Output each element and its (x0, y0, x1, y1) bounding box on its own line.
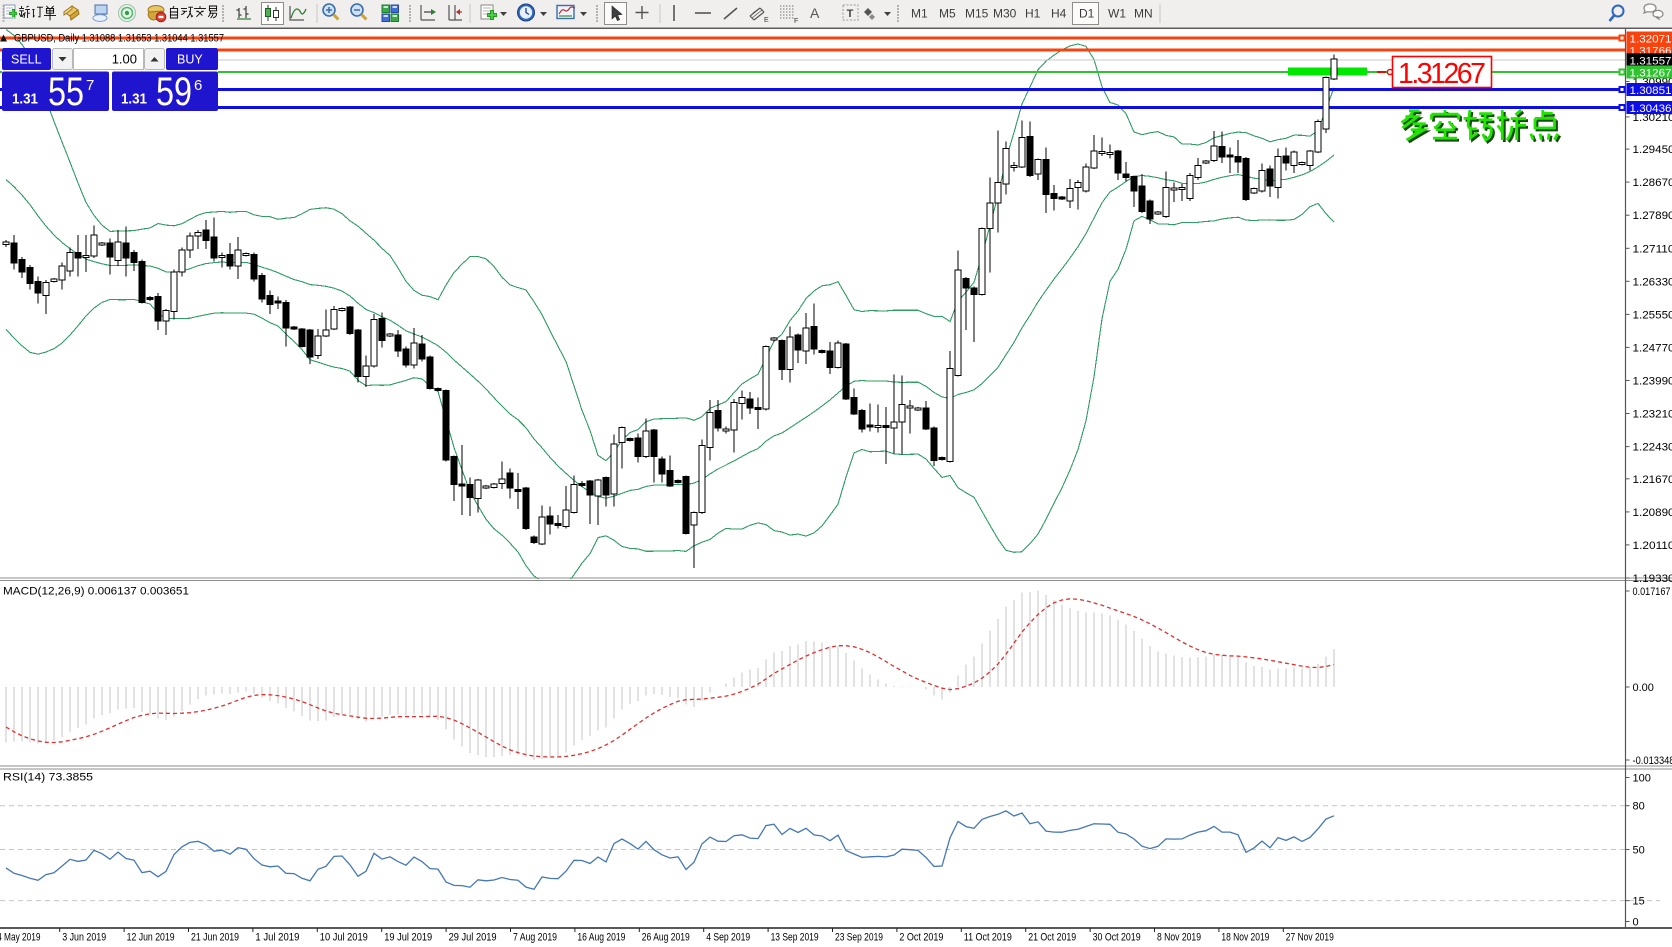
svg-text:1.23990: 1.23990 (1633, 376, 1672, 388)
svg-text:1.31267: 1.31267 (1398, 58, 1486, 90)
svg-text:H4: H4 (1051, 7, 1067, 21)
svg-text:E: E (764, 17, 769, 24)
svg-text:21 Oct 2019: 21 Oct 2019 (1028, 932, 1076, 944)
svg-text:SELL: SELL (11, 53, 42, 67)
svg-text:2 Oct 2019: 2 Oct 2019 (899, 932, 943, 944)
svg-text:0.00: 0.00 (1633, 682, 1654, 694)
svg-text:4 Sep 2019: 4 Sep 2019 (706, 932, 750, 944)
svg-text:1.30210: 1.30210 (1633, 112, 1672, 124)
svg-text:T: T (847, 8, 854, 20)
svg-text:0: 0 (1633, 917, 1639, 929)
svg-text:7 Aug 2019: 7 Aug 2019 (513, 932, 557, 944)
svg-text:1.32071: 1.32071 (1630, 34, 1672, 46)
svg-text:-0.013348: -0.013348 (1633, 755, 1672, 767)
svg-text:0.017167: 0.017167 (1633, 586, 1671, 598)
svg-text:26 Aug 2019: 26 Aug 2019 (642, 932, 690, 944)
svg-text:1.29450: 1.29450 (1633, 144, 1672, 156)
svg-text:29 Jul 2019: 29 Jul 2019 (449, 932, 497, 944)
svg-text:1.20890: 1.20890 (1633, 507, 1672, 519)
svg-text:1.20110: 1.20110 (1633, 540, 1672, 552)
svg-text:1.31: 1.31 (121, 92, 147, 108)
svg-text:27 Nov 2019: 27 Nov 2019 (1286, 932, 1334, 944)
svg-text:W1: W1 (1108, 7, 1126, 21)
svg-text:MN: MN (1134, 7, 1153, 21)
svg-text:7: 7 (86, 77, 94, 94)
svg-text:30 Oct 2019: 30 Oct 2019 (1093, 932, 1141, 944)
svg-text:F: F (794, 18, 798, 25)
svg-text:1.26330: 1.26330 (1633, 276, 1672, 288)
svg-text:1.31: 1.31 (12, 92, 38, 108)
svg-text:M1: M1 (911, 7, 928, 21)
svg-text:12 Jun 2019: 12 Jun 2019 (127, 932, 175, 944)
svg-text:1.31557: 1.31557 (1630, 55, 1672, 67)
svg-text:24 May 2019: 24 May 2019 (0, 932, 41, 944)
svg-text:M15: M15 (965, 7, 989, 21)
svg-text:1.27110: 1.27110 (1633, 243, 1672, 255)
svg-text:3 Jun 2019: 3 Jun 2019 (62, 932, 106, 944)
svg-text:A: A (810, 5, 820, 21)
svg-text:59: 59 (156, 70, 192, 114)
svg-text:80: 80 (1633, 801, 1645, 813)
svg-text:1.22430: 1.22430 (1633, 442, 1672, 454)
svg-text:M5: M5 (939, 7, 956, 21)
svg-text:1.23210: 1.23210 (1633, 409, 1672, 421)
svg-text:8 Nov 2019: 8 Nov 2019 (1157, 932, 1201, 944)
svg-text:BUY: BUY (177, 53, 203, 67)
svg-text:1.24770: 1.24770 (1633, 342, 1672, 354)
svg-text:1.31267: 1.31267 (1630, 68, 1672, 80)
svg-text:11 Oct 2019: 11 Oct 2019 (964, 932, 1012, 944)
svg-text:M30: M30 (993, 7, 1017, 21)
svg-text:55: 55 (48, 70, 84, 114)
svg-text:6: 6 (194, 77, 202, 94)
svg-text:GBPUSD, Daily 1.31088 1.31653: GBPUSD, Daily 1.31088 1.31653 1.31044 1.… (14, 33, 224, 45)
svg-text:1.21670: 1.21670 (1633, 474, 1672, 486)
svg-text:16 Aug 2019: 16 Aug 2019 (577, 932, 625, 944)
svg-text:RSI(14) 73.3855: RSI(14) 73.3855 (3, 772, 93, 784)
svg-text:1.25550: 1.25550 (1633, 309, 1672, 321)
svg-text:50: 50 (1633, 845, 1645, 857)
svg-text:1.27890: 1.27890 (1633, 210, 1672, 222)
svg-text:1.00: 1.00 (112, 52, 137, 67)
svg-text:1.30851: 1.30851 (1630, 85, 1672, 97)
svg-text:15: 15 (1633, 896, 1645, 908)
svg-text:10 Jul 2019: 10 Jul 2019 (320, 932, 368, 944)
svg-text:23 Sep 2019: 23 Sep 2019 (835, 932, 883, 944)
svg-text:1 Jul 2019: 1 Jul 2019 (255, 932, 299, 944)
svg-text:13 Sep 2019: 13 Sep 2019 (771, 932, 819, 944)
svg-text:21 Jun 2019: 21 Jun 2019 (191, 932, 239, 944)
svg-text:1.30436: 1.30436 (1630, 103, 1672, 115)
svg-text:19 Jul 2019: 19 Jul 2019 (384, 932, 432, 944)
svg-text:1.19330: 1.19330 (1633, 573, 1672, 585)
svg-text:MACD(12,26,9) 0.006137 0.00365: MACD(12,26,9) 0.006137 0.003651 (3, 586, 189, 598)
svg-text:H1: H1 (1025, 7, 1041, 21)
svg-text:D1: D1 (1079, 7, 1095, 21)
svg-text:100: 100 (1633, 773, 1651, 785)
svg-text:18 Nov 2019: 18 Nov 2019 (1221, 932, 1269, 944)
svg-text:1.28670: 1.28670 (1633, 177, 1672, 189)
